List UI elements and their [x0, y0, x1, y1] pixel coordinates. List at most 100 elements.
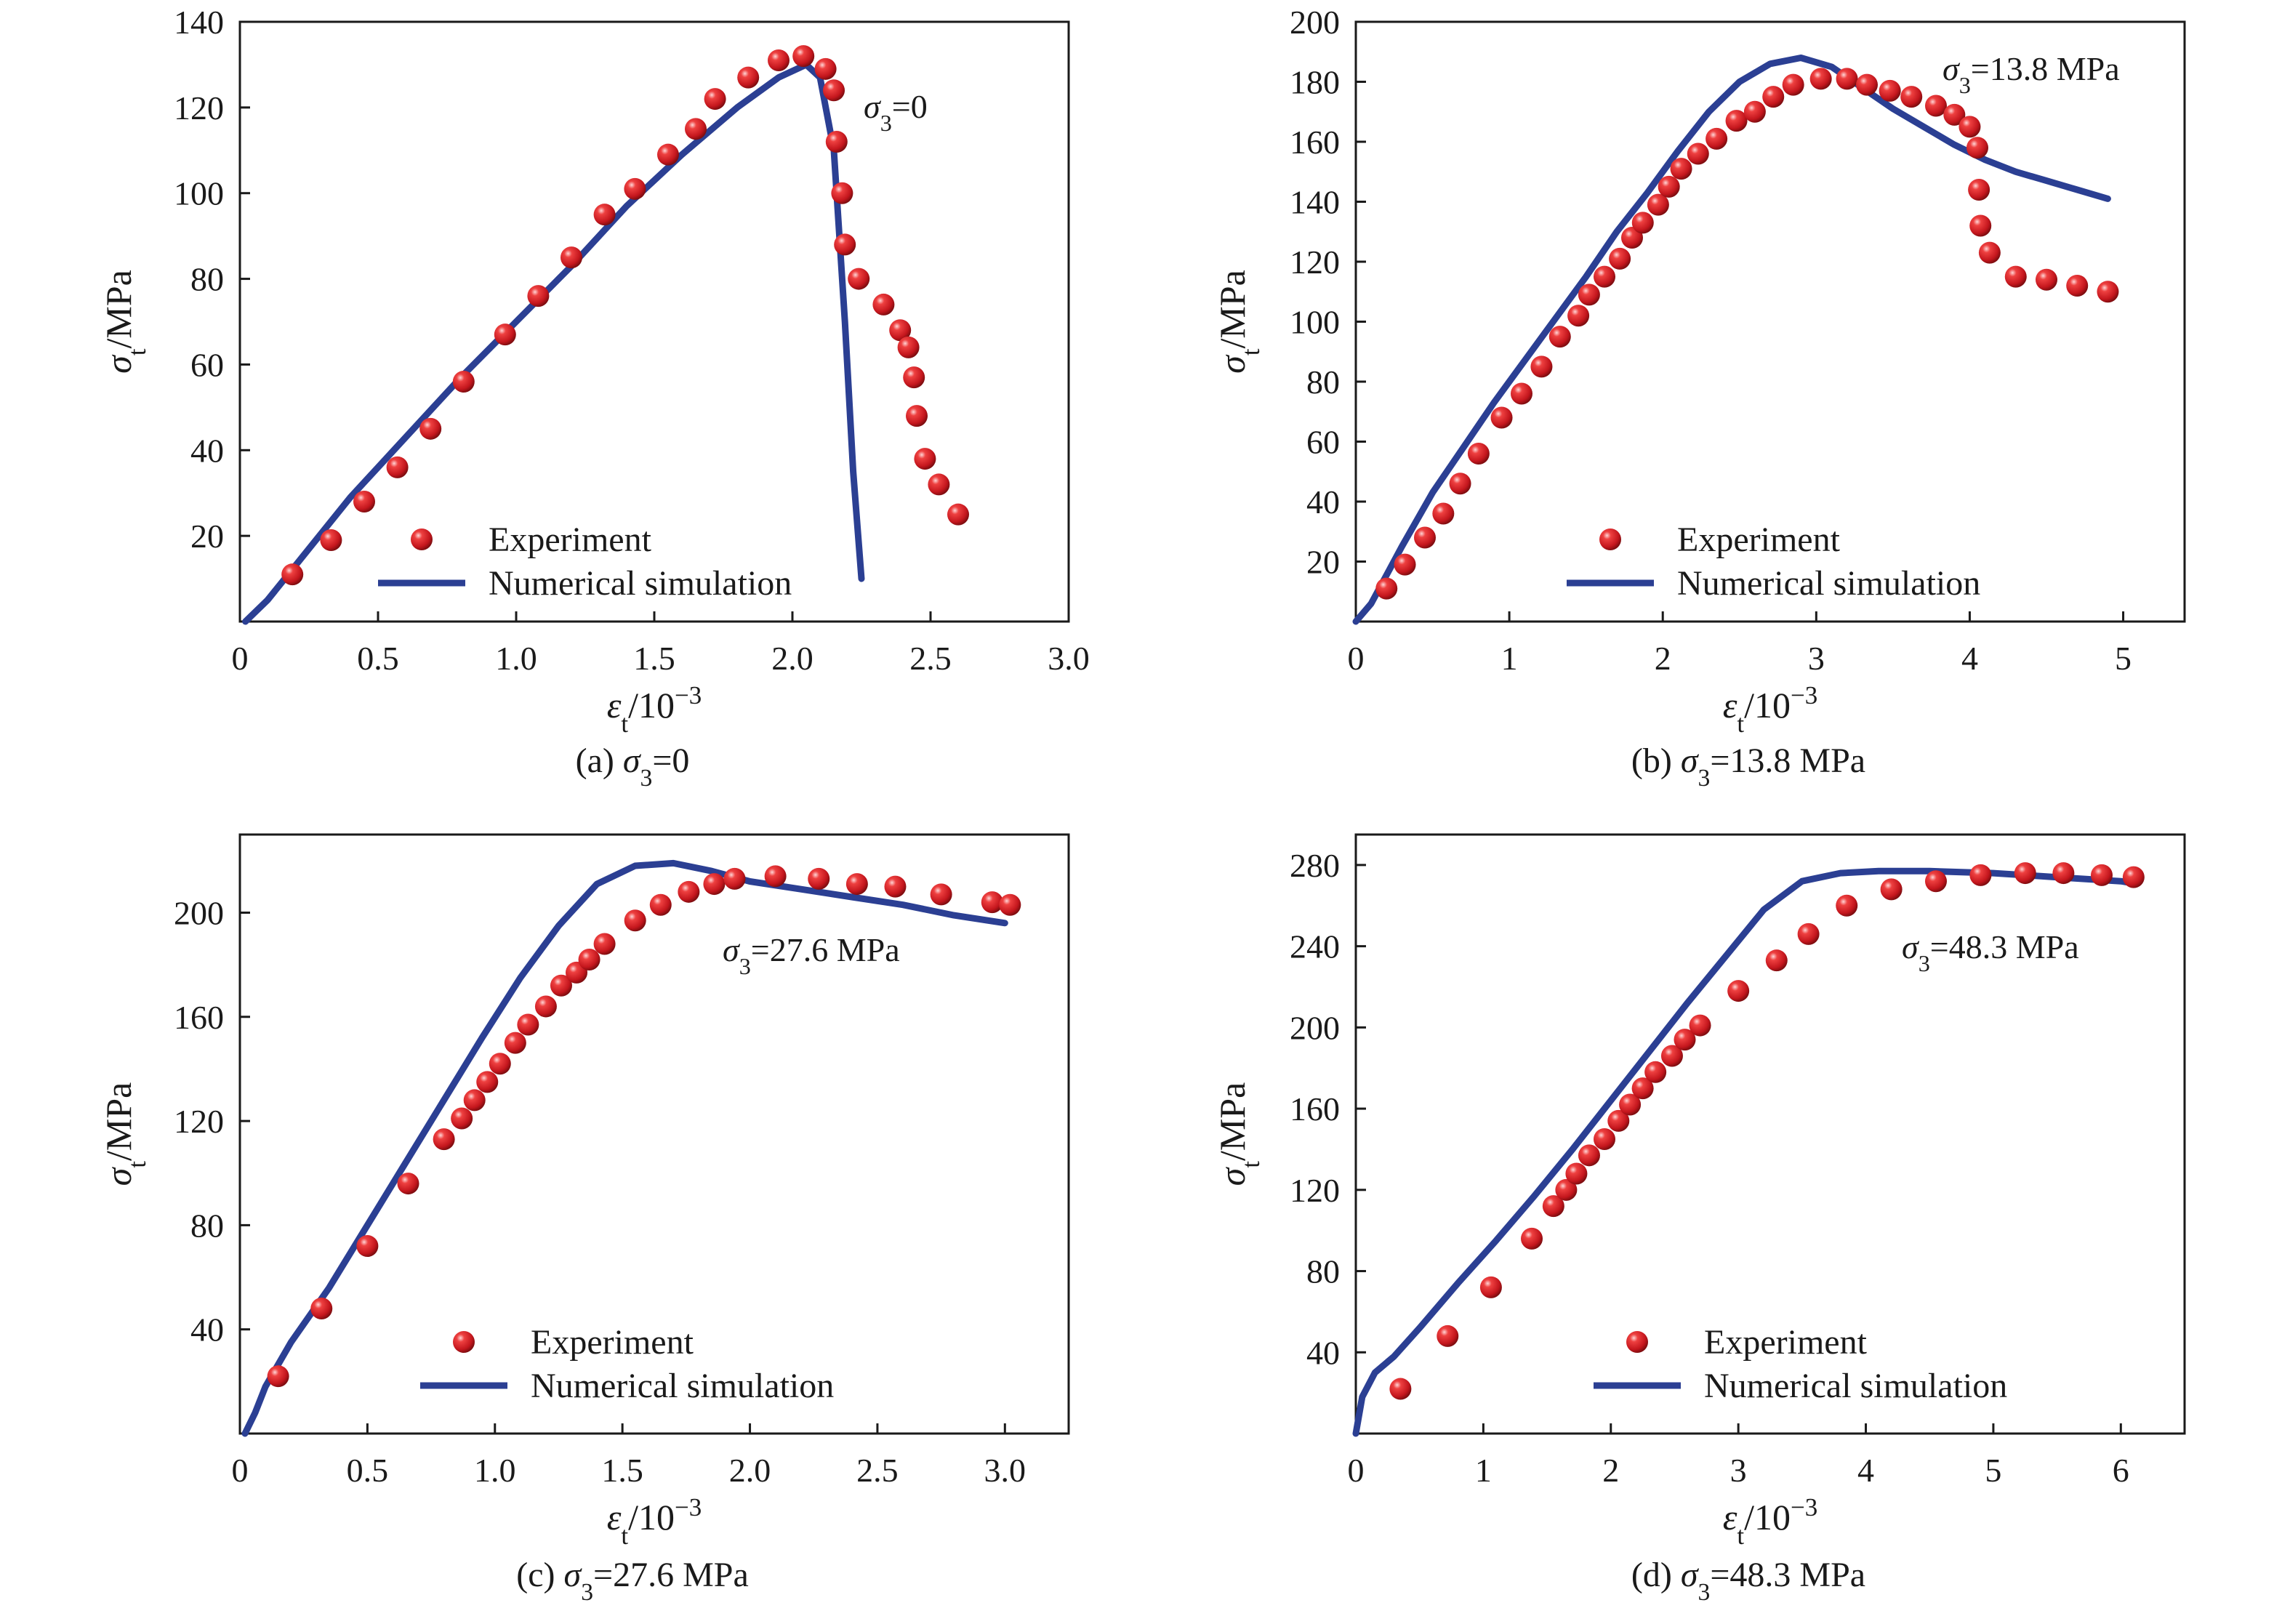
chart-panel-3: 0 0.5 1.0 1.5 2.0 2.5 3.0 40 80 120 160 200 εt/10−3 σ… [98, 833, 1070, 1606]
x-tick-label: 0 [1348, 640, 1365, 677]
experiment-point [550, 974, 572, 997]
experiment-point [281, 563, 304, 586]
y-tick-label: 120 [1290, 1172, 1340, 1209]
experiment-point [1836, 894, 1858, 917]
experiment-point [848, 268, 870, 290]
experiment-point [903, 366, 925, 389]
experiment-point [889, 319, 912, 342]
experiment-point [814, 57, 837, 80]
experiment-point [1880, 878, 1903, 901]
experiment-point [353, 491, 375, 512]
experiment-point [1467, 443, 1490, 465]
experiment-point [1555, 1178, 1578, 1201]
experiment-point [981, 891, 1003, 914]
experiment-point [657, 143, 679, 166]
y-tick-label: 200 [1290, 4, 1340, 41]
experiment-point [768, 49, 790, 72]
x-tick-label: 5 [2115, 640, 2132, 677]
experiment-point [1548, 326, 1571, 348]
experiment-point [494, 323, 516, 346]
experiment-point [2052, 862, 2075, 885]
experiment-point [451, 1107, 473, 1130]
legend-experiment-marker [453, 1331, 475, 1353]
experiment-point [1765, 949, 1788, 972]
experiment-point [1856, 73, 1878, 96]
y-axis-label: σt/MPa [1212, 270, 1265, 374]
x-tick-label: 1.0 [474, 1452, 516, 1489]
x-axis-label: εt/10−3 [1723, 1493, 1818, 1550]
experiment-point [1836, 68, 1858, 90]
simulation-line [241, 859, 1008, 1437]
experiment-point [1621, 227, 1643, 249]
experiment-point [703, 873, 726, 896]
experiment-point [723, 867, 746, 890]
experiment-point [2036, 268, 2057, 291]
experiment-point [1594, 1127, 1615, 1150]
experiment-point [504, 1032, 526, 1054]
experiment-point [1389, 1378, 1412, 1400]
confining-pressure-annotation: σ3=13.8 MPa [1943, 50, 2120, 98]
experiment-point [1609, 247, 1631, 270]
experiment-point [906, 405, 928, 427]
experiment-point [1670, 158, 1692, 180]
experiment-point [928, 473, 950, 496]
experiment-point [1530, 355, 1553, 378]
experiment-point [527, 285, 550, 307]
experiment-point [678, 880, 700, 903]
experiment-point [578, 948, 600, 970]
experiment-point [2004, 265, 2027, 288]
experiment-point [1647, 193, 1669, 216]
experiment-point [685, 118, 707, 140]
experiment-point [320, 529, 342, 552]
experiment-point [534, 995, 557, 1018]
legend-simulation-label: Numerical simulation [489, 564, 792, 603]
experiment-point [2091, 864, 2113, 886]
x-axis-label: εt/10−3 [607, 1493, 702, 1550]
experiment-point [831, 182, 853, 204]
experiment-point [1479, 1276, 1502, 1298]
x-tick-label: 3.0 [984, 1452, 1027, 1489]
x-tick-label: 0.5 [357, 640, 399, 677]
y-tick-label: 180 [1290, 64, 1340, 101]
x-axis-label: εt/10−3 [607, 681, 702, 738]
panel-caption: (d) σ3=48.3 MPa [1631, 1556, 1865, 1606]
experiment-point [1782, 73, 1804, 96]
experiment-point [1689, 1014, 1711, 1037]
x-tick-label: 1.0 [495, 640, 537, 677]
y-axis-label: σt/MPa [98, 1082, 151, 1186]
legend-experiment-label: Experiment [1677, 520, 1841, 559]
experiment-point [489, 1053, 511, 1075]
experiment-point [1594, 265, 1615, 288]
experiment-point [1375, 577, 1398, 600]
experiment-point [1394, 553, 1416, 576]
experiment-point [1674, 1029, 1696, 1051]
x-tick-label: 0 [232, 640, 249, 677]
experiment-point [593, 933, 616, 955]
experiment-point [1797, 922, 1820, 945]
experiment-point [463, 1089, 486, 1112]
experiment-point [792, 45, 815, 68]
legend-simulation-label: Numerical simulation [1704, 1367, 2007, 1405]
y-tick-label: 60 [1306, 424, 1340, 461]
x-tick-label: 4 [1961, 640, 1978, 677]
y-tick-label: 20 [190, 518, 224, 555]
y-tick-label: 140 [1290, 184, 1340, 221]
experiment-point [1658, 175, 1680, 198]
experiment-point [845, 873, 868, 896]
experiment-point [1414, 526, 1436, 549]
experiment-point [1542, 1195, 1564, 1218]
experiment-point [947, 503, 969, 526]
experiment-point [872, 293, 895, 315]
x-tick-label: 3 [1730, 1452, 1747, 1489]
chart-panel-4: 0 1 2 3 4 5 6 40 80 120 160 200 240 280 εt/10−3 σt/MPa (… [1212, 833, 2186, 1606]
x-tick-label: 1 [1501, 640, 1518, 677]
experiment-point [1743, 100, 1766, 123]
experiment-point [1725, 110, 1748, 132]
y-tick-label: 40 [1306, 483, 1340, 520]
x-axis-label: εt/10−3 [1723, 681, 1818, 738]
y-tick-label: 120 [174, 1103, 224, 1140]
x-tick-label: 0 [1348, 1452, 1365, 1489]
experiment-point [704, 88, 726, 110]
experiment-point [1619, 1093, 1642, 1116]
y-tick-label: 200 [1290, 1009, 1340, 1046]
